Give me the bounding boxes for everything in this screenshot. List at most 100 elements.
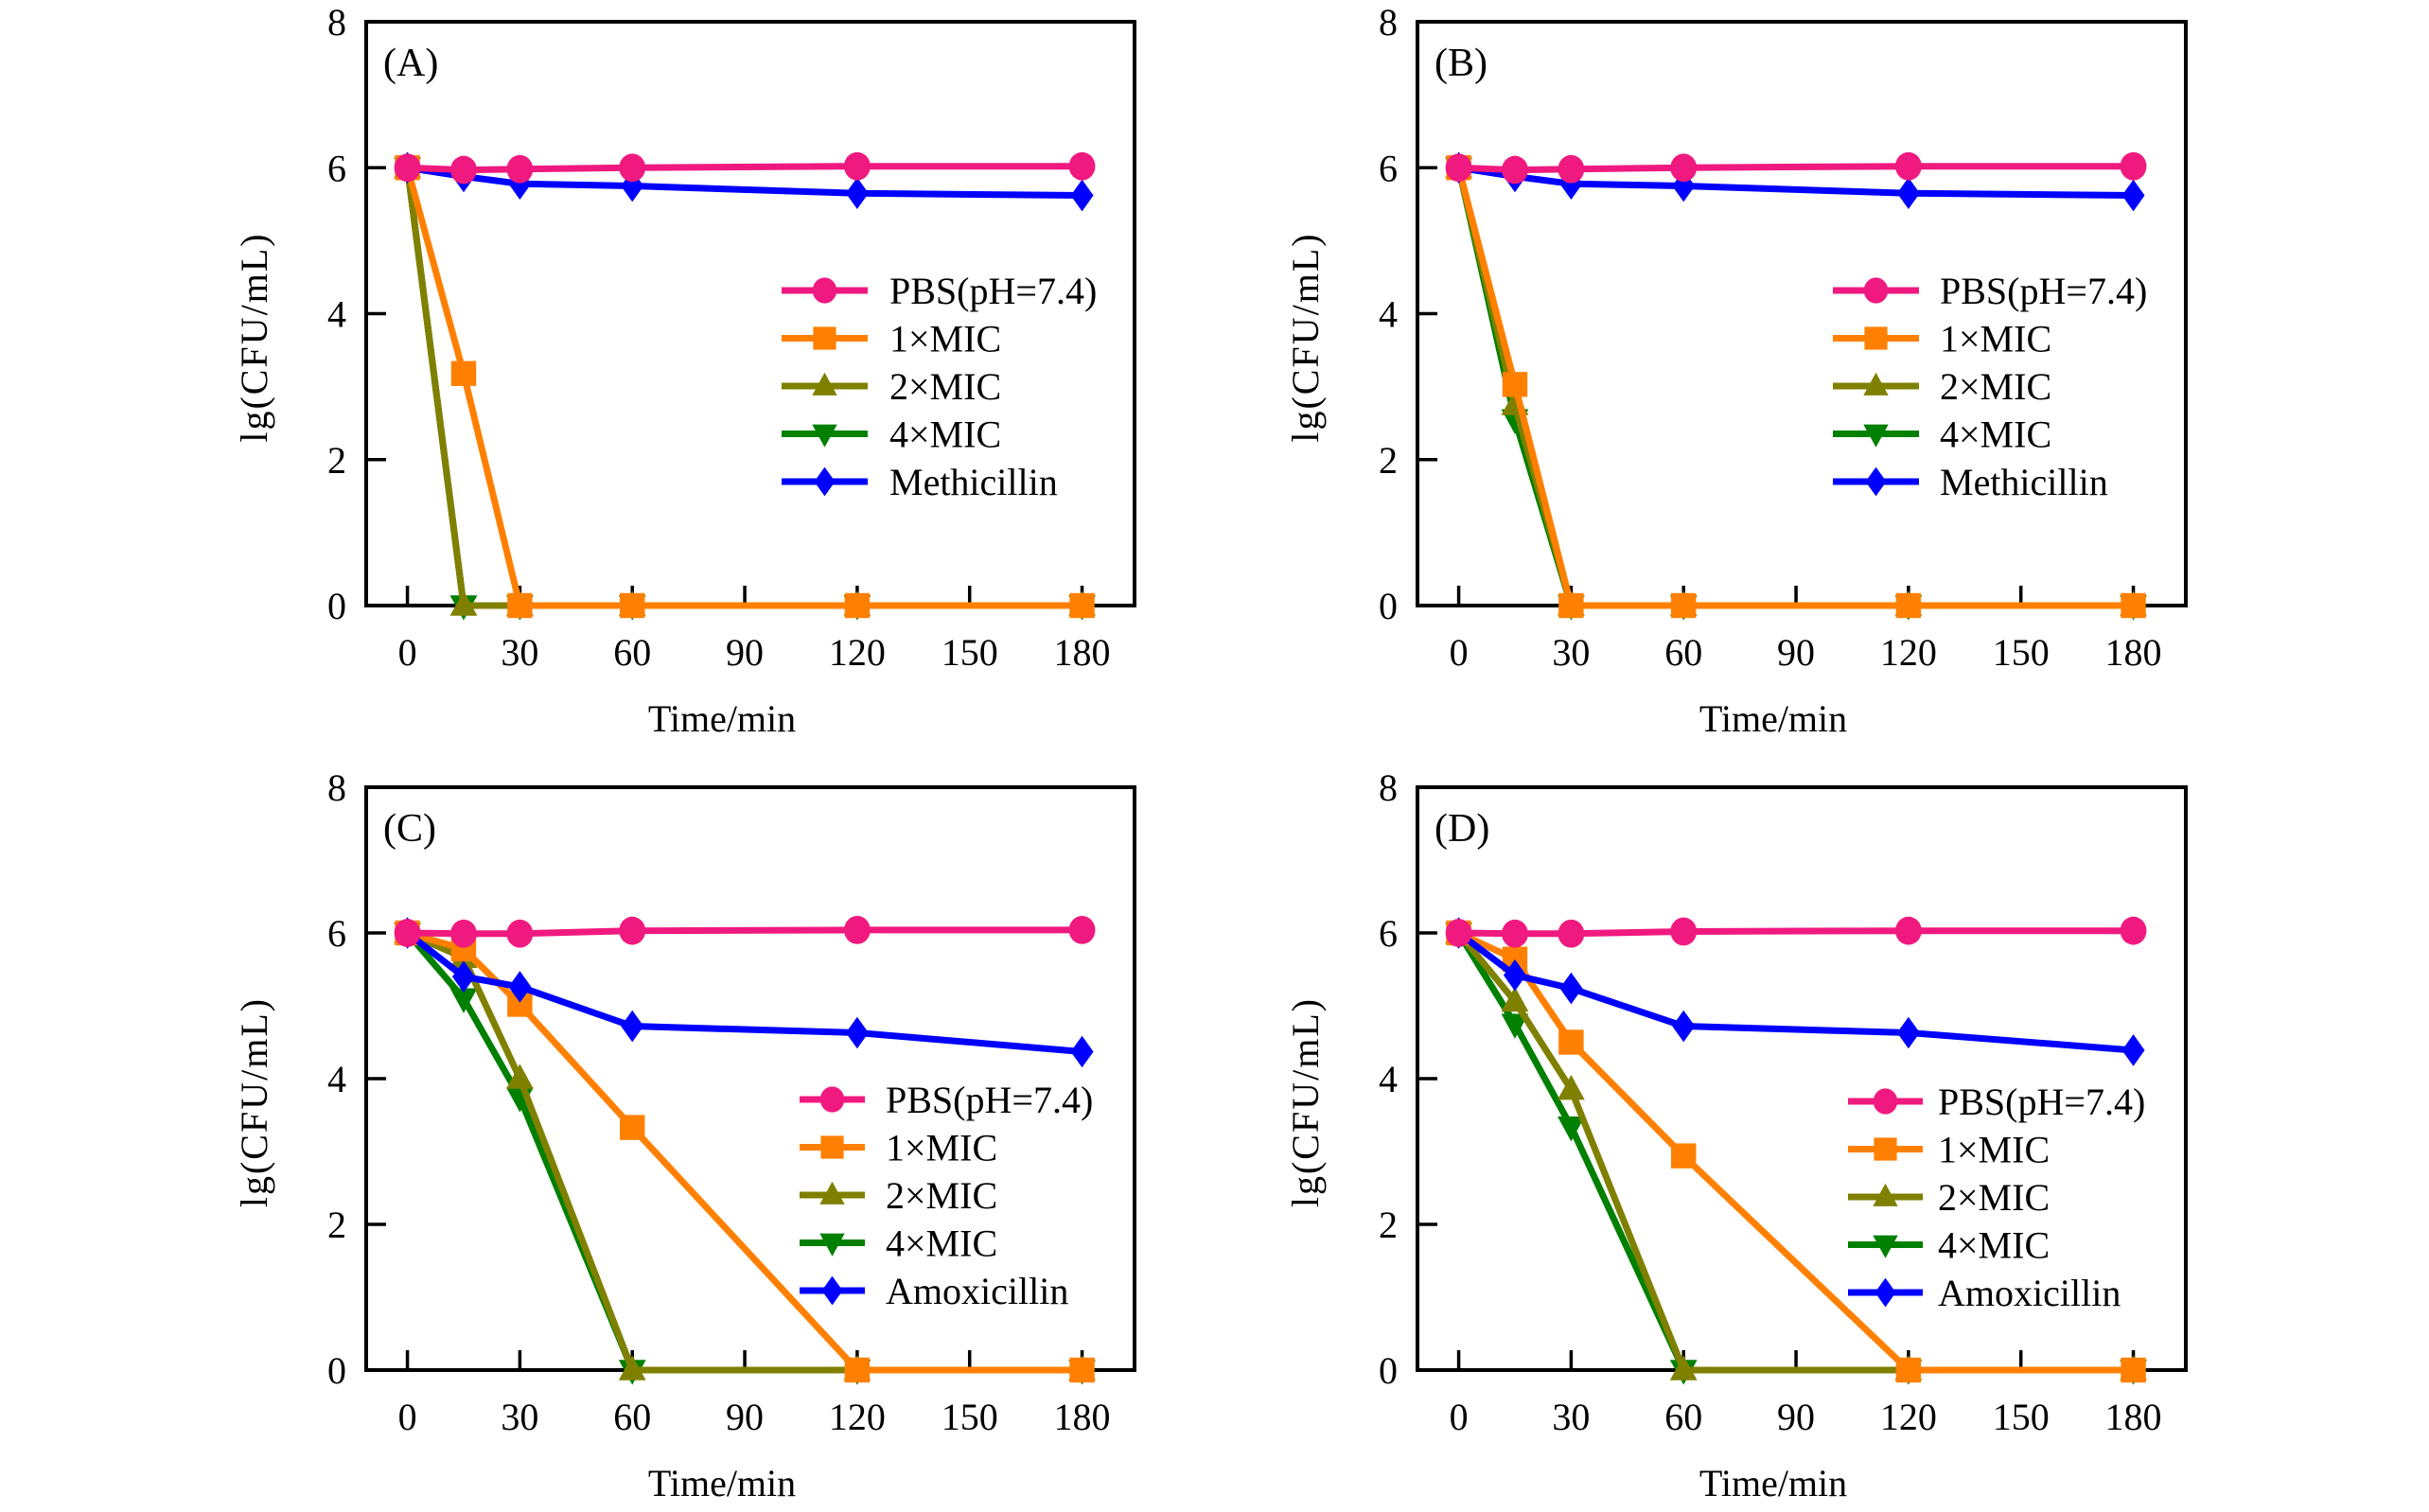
- legend-item: 1×MIC: [1848, 1129, 2050, 1171]
- x-tick-label: 0: [398, 631, 417, 674]
- series-methicillin: [1447, 151, 2145, 212]
- legend-label: 2×MIC: [886, 1174, 997, 1217]
- x-tick-label: 0: [1450, 1396, 1469, 1438]
- data-point: [1501, 1013, 1529, 1039]
- data-point: [449, 590, 478, 616]
- legend-marker: [1874, 1137, 1897, 1161]
- legend-marker: [812, 277, 837, 304]
- legend-label: 4×MIC: [886, 1222, 997, 1265]
- legend-item: PBS(pH=7.4): [800, 1079, 1093, 1121]
- y-tick-label: 4: [327, 293, 346, 336]
- y-tick-label: 4: [1379, 1058, 1398, 1100]
- legend-label: 2×MIC: [889, 365, 1001, 408]
- legend-item: PBS(pH=7.4): [782, 270, 1097, 312]
- data-point: [1672, 1010, 1696, 1043]
- panel-label: (B): [1435, 42, 1487, 85]
- data-point: [618, 1355, 646, 1380]
- x-tick-label: 0: [398, 1396, 417, 1438]
- data-point: [506, 919, 534, 948]
- legend-item: 4×MIC: [782, 413, 1001, 456]
- y-axis: 0 2 4 6 8: [327, 1, 386, 627]
- legend-item: PBS(pH=7.4): [1848, 1081, 2145, 1123]
- legend-marker: [819, 1233, 845, 1257]
- series-1-mic: [395, 155, 1095, 619]
- data-point: [1068, 151, 1096, 181]
- data-point: [394, 919, 421, 947]
- y-axis-title: lg(CFU/mL): [233, 997, 275, 1207]
- legend-marker: [820, 1135, 844, 1159]
- legend-item: 1×MIC: [1833, 318, 2051, 360]
- panel-label: (D): [1435, 807, 1489, 851]
- x-tick-label: 150: [1993, 631, 2050, 674]
- x-tick-label: 60: [1664, 1396, 1702, 1438]
- y-tick-label: 0: [327, 1349, 346, 1392]
- x-tick-label: 150: [942, 631, 998, 674]
- x-tick-label: 150: [942, 1396, 998, 1438]
- legend-label: 4×MIC: [1938, 1224, 2050, 1267]
- legend-label: 1×MIC: [889, 318, 1001, 360]
- data-point: [508, 971, 532, 1003]
- y-tick-label: 8: [1379, 766, 1398, 809]
- data-point: [450, 360, 477, 386]
- series-line: [1455, 167, 2134, 609]
- x-tick-label: 180: [1054, 1396, 1111, 1438]
- legend-item: 4×MIC: [800, 1222, 997, 1265]
- data-point: [1070, 1035, 1094, 1068]
- legend: PBS(pH=7.4) 1×MIC 2×MIC 4×MIC Amoxicillin: [1848, 1081, 2145, 1314]
- x-axis-title: Time/min: [1699, 697, 1847, 740]
- series-line: [1456, 930, 2134, 1054]
- series-pbs-ph-7-4: [1445, 151, 2147, 185]
- data-point: [843, 916, 871, 944]
- data-point: [1669, 1355, 1698, 1380]
- x-tick-label: 120: [829, 1396, 886, 1438]
- legend-marker: [812, 372, 837, 396]
- data-point: [1068, 916, 1096, 944]
- legend-item: 2×MIC: [1848, 1176, 2050, 1219]
- panel-label: (C): [383, 807, 436, 851]
- panel-label: (A): [383, 42, 438, 85]
- data-point: [450, 155, 477, 185]
- data-point: [620, 592, 645, 619]
- y-tick-label: 2: [327, 439, 346, 482]
- data-point: [619, 916, 646, 945]
- legend-marker: [1873, 1088, 1898, 1115]
- data-point: [1671, 1143, 1697, 1169]
- data-point: [1894, 916, 1922, 945]
- x-tick-label: 120: [1880, 1396, 1937, 1438]
- data-point: [1502, 155, 1528, 185]
- data-point: [1503, 958, 1526, 992]
- series-line: [405, 930, 1082, 1055]
- data-point: [450, 919, 477, 948]
- y-tick-label: 6: [327, 147, 346, 189]
- legend-label: PBS(pH=7.4): [886, 1079, 1093, 1121]
- data-point: [1670, 153, 1698, 183]
- data-point: [844, 1357, 871, 1383]
- legend-item: Amoxicillin: [1848, 1272, 2121, 1314]
- panel-a: 0 30 60 90 120 150 180 0 2 4 6 8 Time/min lg(CFU/mL) (…: [233, 1, 1136, 740]
- data-point: [845, 1016, 869, 1049]
- x-tick-label: 90: [1777, 1396, 1815, 1438]
- panel-d: 0 30 60 90 120 150 180 0 2 4 6 8 Time/min lg(CFU/mL) (…: [1284, 766, 2188, 1504]
- data-point: [2121, 1357, 2146, 1383]
- data-point: [1671, 592, 1697, 619]
- data-point: [621, 1010, 644, 1043]
- legend-item: 4×MIC: [1848, 1224, 2050, 1267]
- legend-label: Methicillin: [889, 461, 1058, 503]
- x-tick-label: 120: [1880, 631, 1937, 674]
- legend: PBS(pH=7.4) 1×MIC 2×MIC 4×MIC Amoxicillin: [800, 1079, 1093, 1312]
- legend-marker: [1863, 372, 1889, 396]
- series-1-mic: [1446, 155, 2146, 619]
- legend-item: PBS(pH=7.4): [1833, 270, 2147, 312]
- x-axis: 0 30 60 90 120 150 180: [1450, 586, 2162, 674]
- data-point: [1558, 919, 1585, 948]
- x-axis: 0 30 60 90 120 150 180: [1450, 1350, 2162, 1438]
- y-axis: 0 2 4 6 8: [327, 766, 386, 1392]
- legend-label: 4×MIC: [1940, 413, 2051, 456]
- data-point: [507, 592, 533, 619]
- legend-marker: [812, 424, 837, 448]
- y-tick-label: 0: [1379, 1349, 1398, 1392]
- legend-label: PBS(pH=7.4): [889, 270, 1097, 312]
- y-tick-label: 4: [327, 1058, 346, 1100]
- legend-marker: [819, 1086, 845, 1113]
